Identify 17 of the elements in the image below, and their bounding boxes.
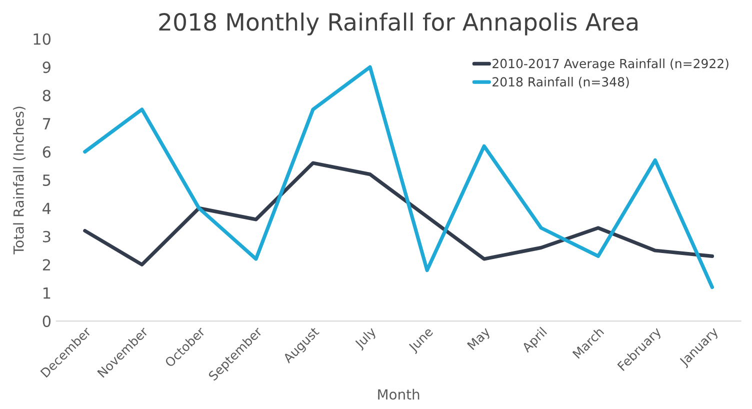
legend-label: 2010-2017 Average Rainfall (n=2922) <box>492 58 728 71</box>
legend-label: 2018 Rainfall (n=348) <box>492 76 629 88</box>
y-tick-label: 10 <box>34 33 51 45</box>
y-tick-label: 8 <box>42 90 50 102</box>
y-tick-label: 4 <box>42 202 51 214</box>
y-tick-label: 9 <box>42 62 50 74</box>
line-series <box>83 161 714 266</box>
y-tick-label: 3 <box>42 230 50 242</box>
y-tick-label: 2 <box>42 259 50 270</box>
y-tick-label: 5 <box>43 174 50 186</box>
y-tick-label: 0 <box>42 316 51 328</box>
chart-title: 2018 Monthly Rainfall for Annapolis Area <box>159 12 638 36</box>
x-axis-title: Month <box>378 388 420 400</box>
y-tick-label: 1 <box>43 288 50 299</box>
y-axis-title: Total Rainfall (Inches) <box>13 106 26 254</box>
y-tick-label: 6 <box>42 146 51 158</box>
y-tick-label: 7 <box>43 118 50 130</box>
